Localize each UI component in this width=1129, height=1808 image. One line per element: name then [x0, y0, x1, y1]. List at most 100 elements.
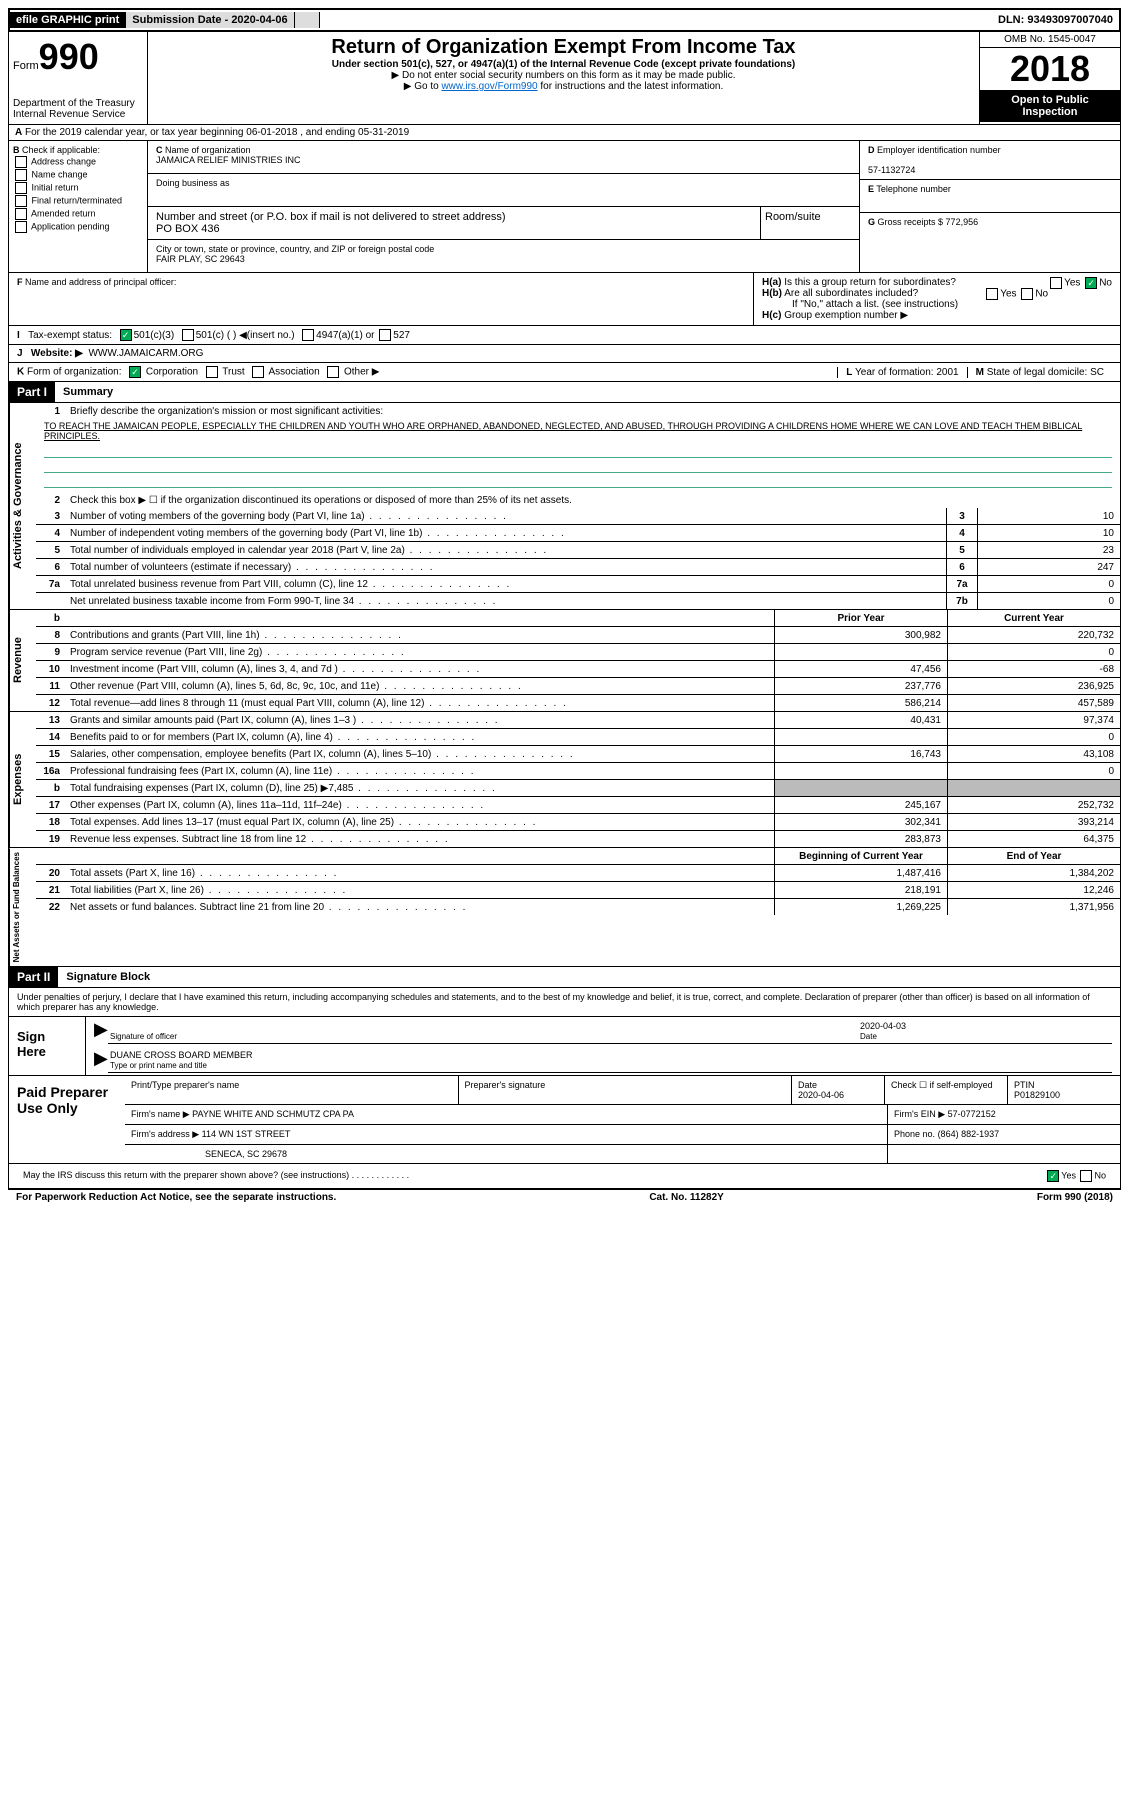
end-header: End of Year — [947, 848, 1120, 864]
4947-box[interactable] — [302, 329, 314, 341]
table-row: 5 Total number of individuals employed i… — [36, 542, 1120, 559]
527-box[interactable] — [379, 329, 391, 341]
opt-trust: Trust — [222, 367, 244, 378]
hb-yes-box[interactable] — [986, 288, 998, 300]
sig-date-label: Date — [860, 1032, 877, 1041]
opt-other: Other ▶ — [344, 367, 379, 378]
ha-yes-box[interactable] — [1050, 277, 1062, 289]
corp-box[interactable] — [129, 366, 141, 378]
phone-row: E Telephone number — [860, 180, 1120, 213]
ha-no-box[interactable] — [1085, 277, 1097, 289]
prior-val: 40,431 — [774, 712, 947, 728]
check-item[interactable]: Address change — [13, 156, 143, 168]
blank-btn[interactable] — [295, 12, 320, 28]
row-val: 10 — [977, 525, 1120, 541]
addr-value: PO BOX 436 — [156, 223, 220, 235]
inst2-pre: Go to — [414, 81, 441, 92]
footer-right: Form 990 (2018) — [1037, 1192, 1113, 1203]
row-label: Total number of individuals employed in … — [66, 543, 946, 558]
row-num: 4 — [36, 528, 66, 539]
sig-date-value: 2020-04-03 — [860, 1021, 906, 1031]
current-val: 64,375 — [947, 831, 1120, 847]
row-num: 7a — [36, 579, 66, 590]
table-row: 22 Net assets or fund balances. Subtract… — [36, 899, 1120, 915]
row-num: 14 — [36, 732, 66, 743]
ha-row: H(a) Is this a group return for subordin… — [762, 277, 1112, 288]
row-val: 23 — [977, 542, 1120, 558]
firm-addr: Firm's address ▶ 114 WN 1ST STREET — [125, 1125, 888, 1144]
firm-addr-value: 114 WN 1ST STREET — [202, 1129, 291, 1139]
check-item[interactable]: Final return/terminated — [13, 195, 143, 207]
current-val: 12,246 — [947, 882, 1120, 898]
other-box[interactable] — [327, 366, 339, 378]
c-name-row: C Name of organization JAMAICA RELIEF MI… — [148, 141, 859, 174]
part1-title: Summary — [63, 386, 113, 398]
officer-name-field: DUANE CROSS BOARD MEMBERType or print na… — [108, 1048, 1112, 1073]
prior-header: Prior Year — [774, 610, 947, 626]
ein-value: 57-1132724 — [868, 165, 915, 175]
check-item[interactable]: Initial return — [13, 182, 143, 194]
submission-date[interactable]: Submission Date - 2020-04-06 — [126, 12, 294, 28]
row-num: 15 — [36, 749, 66, 760]
sign-body: ▶ Signature of officer 2020-04-03Date ▶ … — [86, 1017, 1120, 1075]
prep-body: Print/Type preparer's name Preparer's si… — [125, 1076, 1120, 1163]
firm-phone-blank — [888, 1145, 1120, 1163]
ptin: PTINP01829100 — [1008, 1076, 1120, 1104]
prior-val: 218,191 — [774, 882, 947, 898]
trust-box[interactable] — [206, 366, 218, 378]
part2-bar: Part II Signature Block — [8, 967, 1121, 988]
row-num: 17 — [36, 800, 66, 811]
table-row: 20 Total assets (Part X, line 16) 1,487,… — [36, 865, 1120, 882]
current-header: Current Year — [947, 610, 1120, 626]
check-item[interactable]: Amended return — [13, 208, 143, 220]
firm-city: SENECA, SC 29678 — [125, 1145, 888, 1163]
part1-bar: Part I Summary — [8, 382, 1121, 403]
check-item[interactable]: Name change — [13, 169, 143, 181]
discuss-text: May the IRS discuss this return with the… — [23, 1170, 349, 1180]
row-label: Total unrelated business revenue from Pa… — [66, 577, 946, 592]
dln-label: DLN: 93493097007040 — [992, 12, 1119, 28]
current-val: 236,925 — [947, 678, 1120, 694]
part1-header: Part I — [9, 382, 55, 402]
row-val: 0 — [977, 576, 1120, 592]
city-label: City or town, state or province, country… — [156, 244, 434, 254]
officer-name: DUANE CROSS BOARD MEMBER — [110, 1050, 253, 1060]
check-item[interactable]: Application pending — [13, 221, 143, 233]
row-num: 22 — [36, 902, 66, 913]
row-num: 11 — [36, 681, 66, 692]
current-val: 0 — [947, 729, 1120, 745]
m-state: M State of legal domicile: SC — [967, 367, 1112, 378]
501c3-box[interactable] — [120, 329, 132, 341]
firm-phone-value: (864) 882-1937 — [938, 1129, 1000, 1139]
firm-name-value: PAYNE WHITE AND SCHMUTZ CPA PA — [192, 1109, 354, 1119]
preparer-row: Paid Preparer Use Only Print/Type prepar… — [9, 1075, 1120, 1163]
opt-501c: 501(c) ( ) ◀(insert no.) — [196, 330, 295, 341]
row-val: 0 — [977, 593, 1120, 609]
hc-label: Group exemption number ▶ — [784, 310, 908, 321]
current-val: 457,589 — [947, 695, 1120, 711]
irs-link[interactable]: www.irs.gov/Form990 — [441, 81, 537, 92]
row-label: Net unrelated business taxable income fr… — [66, 594, 946, 609]
discuss-label: May the IRS discuss this return with the… — [17, 1166, 1039, 1186]
k-left: K Form of organization: Corporation Trus… — [17, 366, 379, 378]
row-num: 13 — [36, 715, 66, 726]
gross-row: G Gross receipts $ 772,956 — [860, 213, 1120, 245]
assoc-box[interactable] — [252, 366, 264, 378]
501c-box[interactable] — [182, 329, 194, 341]
current-val: 1,384,202 — [947, 865, 1120, 881]
prep-sig-label: Preparer's signature — [459, 1076, 793, 1104]
instruction-2: Go to www.irs.gov/Form990 for instructio… — [152, 81, 975, 92]
prior-val — [774, 780, 947, 796]
discuss-no-box[interactable] — [1080, 1170, 1092, 1182]
row-label: Total liabilities (Part X, line 26) — [66, 883, 774, 898]
l-text: Year of formation: 2001 — [855, 367, 959, 378]
discuss-yes-box[interactable] — [1047, 1170, 1059, 1182]
current-val: 43,108 — [947, 746, 1120, 762]
hb-no-box[interactable] — [1021, 288, 1033, 300]
room-cell: Room/suite — [761, 207, 859, 239]
b-header: Check if applicable: — [22, 145, 100, 155]
form-number: Form990 — [13, 36, 143, 78]
current-val: 0 — [947, 763, 1120, 779]
table-row: 17 Other expenses (Part IX, column (A), … — [36, 797, 1120, 814]
line-a: A For the 2019 calendar year, or tax yea… — [8, 125, 1121, 141]
